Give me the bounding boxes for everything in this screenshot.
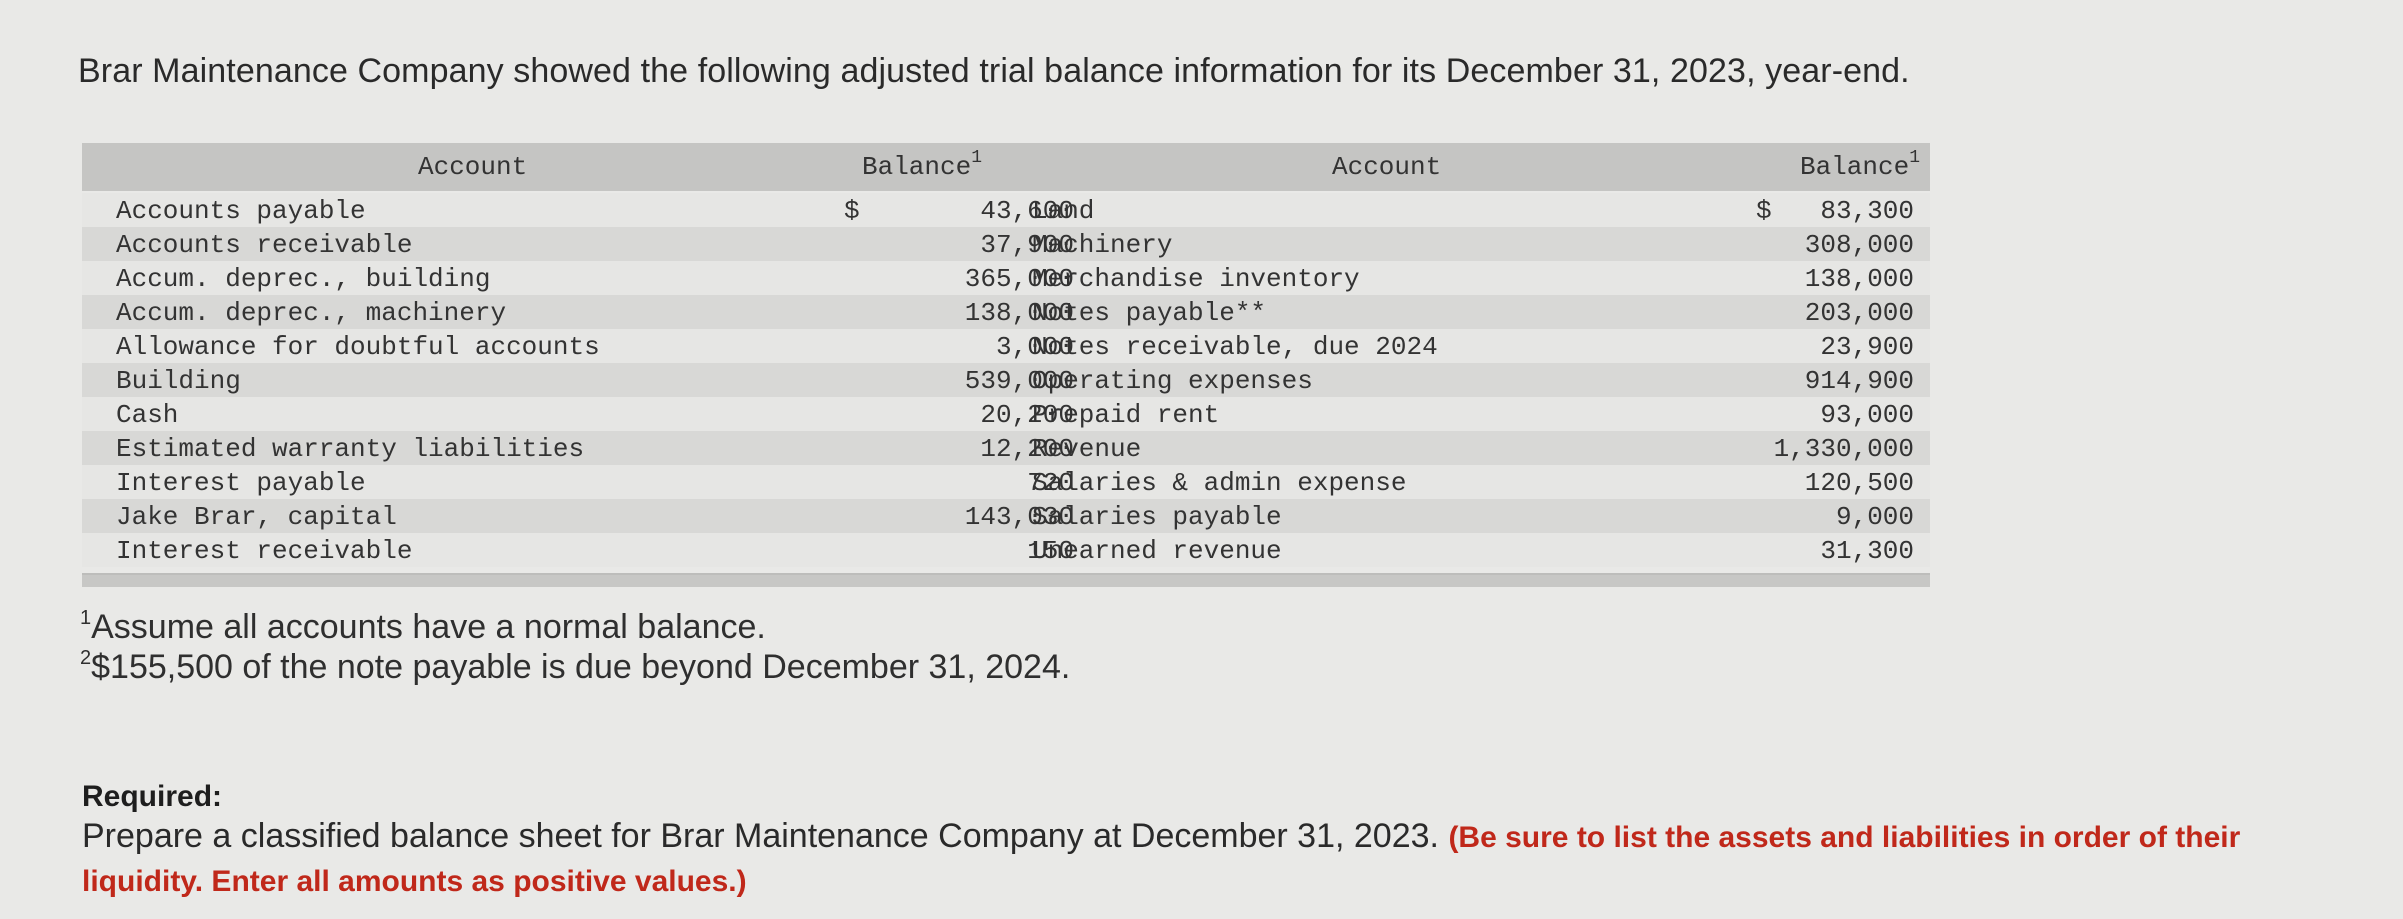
- account-left: Building: [116, 366, 241, 396]
- account-left: Estimated warranty liabilities: [116, 434, 585, 464]
- account-left: Allowance for doubtful accounts: [116, 332, 600, 362]
- table-row: Allowance for doubtful accounts 3,000 Note…: [82, 329, 1930, 363]
- table-bottom-rule: [82, 573, 1930, 587]
- table-row: Building 539,000 Operating expenses 914,900: [82, 363, 1930, 397]
- table-row: Interest receivable 150 Unearned revenue 31…: [82, 533, 1930, 567]
- header-balance-left: Balance1: [862, 148, 983, 182]
- balance-right: 138,000: [1804, 264, 1914, 294]
- balance-left: 539,000: [964, 366, 1074, 396]
- account-left: Accounts payable: [116, 196, 366, 226]
- balance-left: 143,030: [964, 502, 1074, 532]
- balance-left: 138,000: [964, 298, 1074, 328]
- account-left: Accum. deprec., building: [116, 264, 491, 294]
- table-row: Accum. deprec., machinery 138,000 Notes pa…: [82, 295, 1930, 329]
- required-title: Required:: [82, 780, 223, 813]
- balance-left: 3,000: [995, 332, 1074, 362]
- account-left: Jake Brar, capital: [116, 502, 397, 532]
- trial-balance-table: Account Balance1 Account Balance1 Accoun…: [82, 143, 1930, 587]
- account-right: Prepaid rent: [1032, 400, 1220, 430]
- balance-right: 120,500: [1804, 468, 1914, 498]
- balance-right: 203,000: [1804, 298, 1914, 328]
- account-right: Merchandise inventory: [1032, 264, 1360, 294]
- balance-left: 37,900: [980, 230, 1074, 260]
- account-left: Accounts receivable: [116, 230, 413, 260]
- account-left: Cash: [116, 400, 179, 430]
- table-row: Jake Brar, capital 143,030 Salaries payabl…: [82, 499, 1930, 533]
- account-right: Revenue: [1032, 434, 1142, 464]
- account-right: Unearned revenue: [1032, 536, 1282, 566]
- balance-right: 23,900: [1820, 332, 1914, 362]
- table-row: Accounts receivable 37,900 Machinery 308,00…: [82, 227, 1930, 261]
- intro-text: Brar Maintenance Company showed the foll…: [78, 52, 1910, 90]
- required-text: Prepare a classified balance sheet for B…: [82, 817, 1439, 855]
- header-account-left: Account: [418, 152, 528, 182]
- table-row: Interest payable 720 Salaries & admin expe…: [82, 465, 1930, 499]
- balance-right: 93,000: [1820, 400, 1914, 430]
- balance-left: 720: [1027, 468, 1074, 498]
- balance-left: 150: [1027, 536, 1074, 566]
- table-header: Account Balance1 Account Balance1: [82, 143, 1930, 191]
- balance-right: 1,330,000: [1773, 434, 1914, 464]
- account-right: Land: [1032, 196, 1095, 226]
- footnote-1: 1Assume all accounts have a normal balan…: [80, 607, 766, 646]
- balance-left: 365,000: [964, 264, 1074, 294]
- account-right: Notes payable**: [1032, 298, 1267, 328]
- currency-left: $: [844, 196, 860, 226]
- balance-right: 83,300: [1820, 196, 1914, 226]
- table-row: Estimated warranty liabilities 12,200 Reve…: [82, 431, 1930, 465]
- account-right: Machinery: [1032, 230, 1173, 260]
- currency-right: $: [1756, 196, 1772, 226]
- balance-right: 308,000: [1804, 230, 1914, 260]
- account-left: Interest receivable: [116, 536, 413, 566]
- balance-right: 914,900: [1804, 366, 1914, 396]
- account-right: Notes receivable, due 2024: [1032, 332, 1438, 362]
- required-instructions: Prepare a classified balance sheet for B…: [82, 815, 2332, 903]
- table-row: Accounts payable 43,600 Land 83,300 $ $: [82, 193, 1930, 227]
- balance-right: 9,000: [1835, 502, 1914, 532]
- account-left: Interest payable: [116, 468, 366, 498]
- balance-left: 43,600: [980, 196, 1074, 226]
- required-emphasis: (Be sure to list the assets and liabilit…: [82, 821, 2241, 898]
- balance-right: 31,300: [1820, 536, 1914, 566]
- balance-left: 20,200: [980, 400, 1074, 430]
- account-right: Salaries payable: [1032, 502, 1282, 532]
- table-row: Accum. deprec., building 365,000 Merchandi…: [82, 261, 1930, 295]
- account-right: Salaries & admin expense: [1032, 468, 1407, 498]
- footnote-2: 2$155,500 of the note payable is due bey…: [80, 647, 1071, 686]
- table-body: Accounts payable 43,600 Land 83,300 $ $ Accoun…: [82, 191, 1930, 567]
- account-right: Operating expenses: [1032, 366, 1313, 396]
- balance-left: 12,200: [980, 434, 1074, 464]
- header-account-right: Account: [1332, 152, 1442, 182]
- account-left: Accum. deprec., machinery: [116, 298, 507, 328]
- header-balance-right: Balance1: [1799, 148, 1920, 182]
- table-row: Cash 20,200 Prepaid rent 93,000: [82, 397, 1930, 431]
